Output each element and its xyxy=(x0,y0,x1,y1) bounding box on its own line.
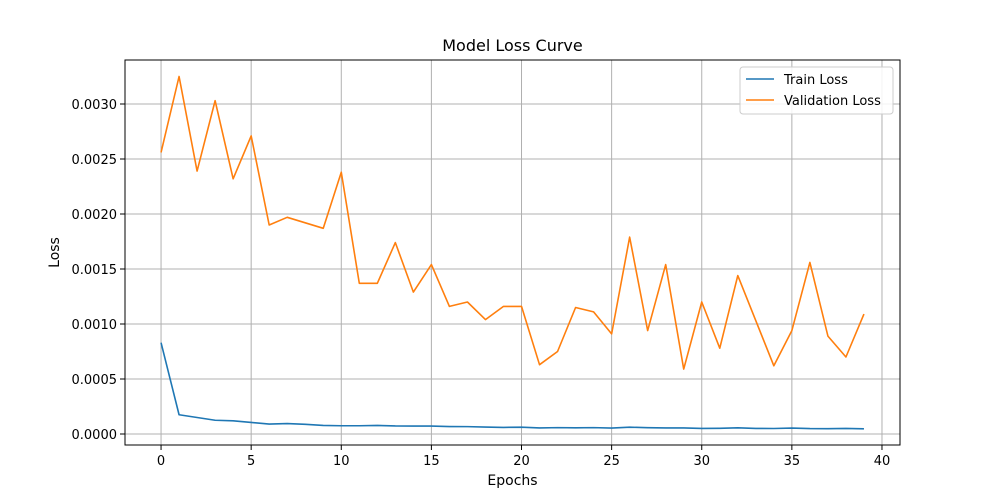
legend-box xyxy=(739,66,894,115)
y-axis-label: Loss xyxy=(47,237,63,268)
y-tick-label: 0.0010 xyxy=(72,318,118,333)
legend-label-train-loss: Train Loss xyxy=(783,73,848,88)
x-tick-label: 0 xyxy=(157,454,165,469)
x-tick-label: 5 xyxy=(247,454,255,469)
grid-lines xyxy=(125,60,900,445)
legend: Train Loss Validation Loss xyxy=(739,66,894,115)
y-tick-label: 0.0015 xyxy=(72,263,118,278)
x-tick-label: 15 xyxy=(423,454,440,469)
plot-area-frame xyxy=(124,59,901,446)
x-tick-label: 30 xyxy=(693,454,710,469)
y-tick-label: 0.0020 xyxy=(72,208,118,223)
y-axis-ticks: 0.0000 0.0005 0.0010 0.0015 0.0020 0.0025 0.00… xyxy=(72,98,125,443)
x-tick-label: 25 xyxy=(603,454,620,469)
x-axis-label: Epochs xyxy=(487,473,537,489)
x-tick-label: 20 xyxy=(513,454,530,469)
x-axis-ticks: 0 5 10 15 20 25 30 35 40 xyxy=(157,445,890,469)
chart-title: Model Loss Curve xyxy=(442,36,583,55)
y-tick-label: 0.0025 xyxy=(72,153,118,168)
series-lines xyxy=(160,75,865,430)
legend-label-validation-loss: Validation Loss xyxy=(784,94,881,109)
x-tick-label: 10 xyxy=(333,454,350,469)
y-tick-label: 0.0005 xyxy=(72,373,118,388)
y-tick-label: 0.0030 xyxy=(72,98,118,113)
validation-loss-line xyxy=(160,75,865,370)
train-loss-line xyxy=(160,342,864,430)
x-tick-label: 40 xyxy=(874,454,891,469)
y-tick-label: 0.0000 xyxy=(72,428,118,443)
x-tick-label: 35 xyxy=(784,454,801,469)
